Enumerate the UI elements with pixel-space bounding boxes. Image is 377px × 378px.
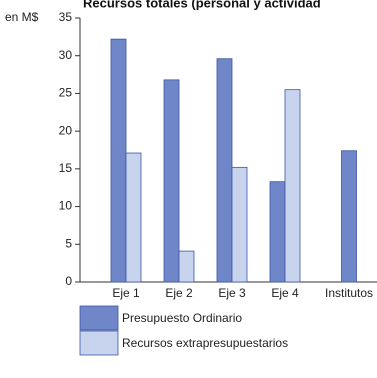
legend-swatch bbox=[79, 330, 119, 356]
bar-presupuesto-2 bbox=[163, 79, 180, 283]
category-label: Institutos bbox=[325, 286, 373, 300]
y-tick-label: 30 bbox=[59, 48, 73, 62]
bar-extrapresupuestarios-3 bbox=[231, 166, 248, 283]
category-label: Eje 4 bbox=[271, 286, 299, 300]
category-labels: Eje 1 Eje 2 Eje 3 Eje 4 Institutos bbox=[112, 286, 373, 300]
category-label: Eje 3 bbox=[218, 286, 246, 300]
bar-presupuesto-3 bbox=[216, 58, 233, 283]
legend-label: Presupuesto Ordinario bbox=[122, 311, 242, 325]
y-tick-label: 20 bbox=[59, 123, 73, 137]
category-label: Eje 2 bbox=[165, 286, 193, 300]
y-tick-label: 25 bbox=[59, 86, 73, 100]
y-tick-label: 35 bbox=[59, 10, 73, 24]
bar-extrapresupuestarios-1 bbox=[125, 152, 142, 283]
bar-presupuesto-1 bbox=[110, 38, 127, 283]
y-tick-label: 0 bbox=[65, 274, 72, 288]
y-tick-label: 5 bbox=[65, 236, 72, 250]
y-tick-label: 10 bbox=[59, 199, 73, 213]
bar-extrapresupuestarios-2 bbox=[178, 250, 195, 283]
bar-presupuesto-5 bbox=[341, 150, 357, 283]
y-tick-label: 15 bbox=[59, 161, 73, 175]
y-axis-label: en M$ bbox=[5, 10, 39, 24]
legend-swatch bbox=[79, 305, 119, 331]
legend-label: Recursos extrapresupuestarios bbox=[122, 336, 288, 350]
category-label: Eje 1 bbox=[112, 286, 140, 300]
bar-presupuesto-4 bbox=[269, 181, 286, 283]
chart-title: Recursos totales (personal y actividad bbox=[83, 0, 321, 10]
legend: Presupuesto Ordinario Recursos extrapresu… bbox=[79, 305, 288, 356]
bar-extrapresupuestarios-4 bbox=[284, 89, 301, 283]
bars bbox=[110, 38, 357, 283]
